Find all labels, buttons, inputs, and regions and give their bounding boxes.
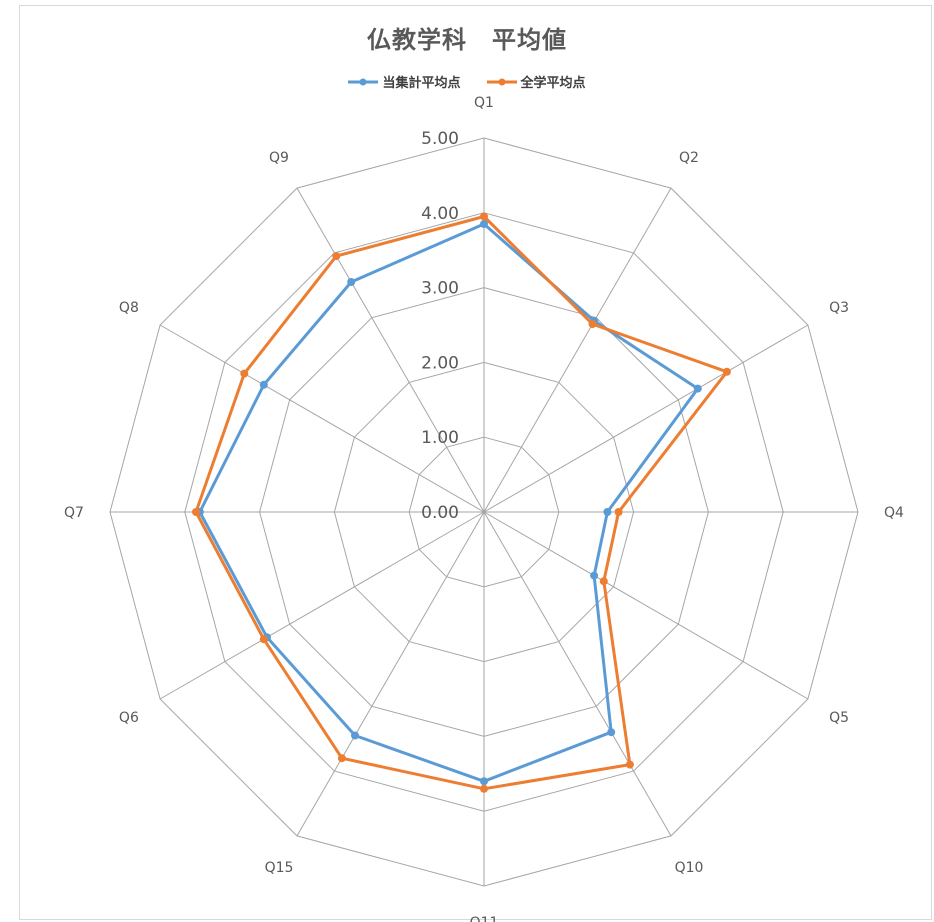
data-point-series-2-Q15 — [337, 754, 346, 763]
axis-label-Q7: Q7 — [64, 505, 84, 521]
data-point-series-2-Q10 — [625, 760, 634, 769]
radar-spokes — [110, 138, 858, 886]
data-point-series-2-Q6 — [259, 635, 268, 644]
axis-labels: Q1 Q2 Q3 Q4 Q5 Q10 Q11 Q15 Q6 Q7 Q8 Q9 — [64, 95, 904, 922]
axis-label-Q8: Q8 — [119, 300, 139, 316]
legend-item-series-2: 全学平均点 — [486, 72, 586, 91]
axis-label-Q1: Q1 — [474, 95, 494, 111]
legend-marker-series-1 — [348, 78, 379, 85]
data-point-series-2-Q8 — [240, 369, 249, 378]
chart-title: 仏教学科 平均値 — [367, 26, 567, 54]
tick-label-4: 4.00 — [421, 204, 459, 224]
tick-label-2: 2.00 — [421, 353, 459, 373]
spoke-Q8 — [159, 324, 485, 513]
data-point-series-1-Q4 — [603, 508, 612, 516]
spoke-Q6 — [159, 511, 485, 700]
data-point-series-1-Q11 — [480, 777, 488, 786]
data-point-series-2-Q9 — [332, 252, 341, 261]
data-point-series-2-Q7 — [192, 508, 200, 516]
tick-label-1: 1.00 — [421, 428, 459, 448]
spoke-Q10 — [483, 511, 672, 837]
data-point-series-2-Q2 — [588, 320, 597, 329]
tick-label-3: 3.00 — [421, 279, 459, 299]
tick-label-0: 0.00 — [421, 503, 459, 523]
axis-label-Q3: Q3 — [829, 300, 849, 316]
data-point-series-2-Q1 — [480, 212, 488, 221]
legend-label-series-1: 当集計平均点 — [382, 76, 461, 91]
legend-label-series-2: 全学平均点 — [520, 76, 586, 91]
data-point-series-1-Q5 — [590, 571, 599, 580]
axis-label-Q4: Q4 — [884, 505, 904, 521]
tick-labels: 0.00 1.00 2.00 3.00 4.00 5.00 — [421, 129, 459, 523]
spoke-Q3 — [483, 324, 809, 513]
data-point-series-1-Q10 — [607, 728, 616, 737]
axis-label-Q6: Q6 — [119, 710, 139, 726]
axis-label-Q9: Q9 — [269, 150, 289, 166]
chart-frame — [19, 5, 932, 920]
spoke-Q9 — [296, 187, 485, 513]
data-point-series-2-Q11 — [480, 784, 488, 793]
axis-label-Q5: Q5 — [829, 710, 849, 726]
spoke-Q2 — [483, 187, 672, 513]
data-point-series-1-Q3 — [693, 384, 702, 393]
data-point-series-1-Q8 — [259, 380, 268, 389]
data-point-series-1-Q1 — [480, 220, 488, 228]
series-line-2 — [194, 215, 729, 791]
axis-label-Q2: Q2 — [679, 150, 699, 166]
spoke-Q15 — [296, 511, 485, 837]
legend-marker-series-2 — [486, 78, 517, 85]
legend: 当集計平均点 全学平均点 — [0, 72, 934, 91]
tick-label-5: 5.00 — [421, 129, 459, 149]
data-point-series-2-Q3 — [722, 367, 731, 376]
series-layer — [192, 212, 731, 793]
data-point-series-1-Q9 — [347, 278, 356, 286]
spoke-Q5 — [483, 511, 809, 700]
data-point-series-2-Q5 — [599, 577, 608, 586]
data-point-series-1-Q15 — [351, 731, 359, 740]
axis-label-Q10: Q10 — [675, 860, 704, 876]
axis-label-Q11: Q11 — [470, 915, 499, 922]
axis-label-Q15: Q15 — [265, 860, 294, 876]
legend-item-series-1: 当集計平均点 — [348, 72, 461, 91]
data-point-series-2-Q4 — [614, 508, 623, 516]
